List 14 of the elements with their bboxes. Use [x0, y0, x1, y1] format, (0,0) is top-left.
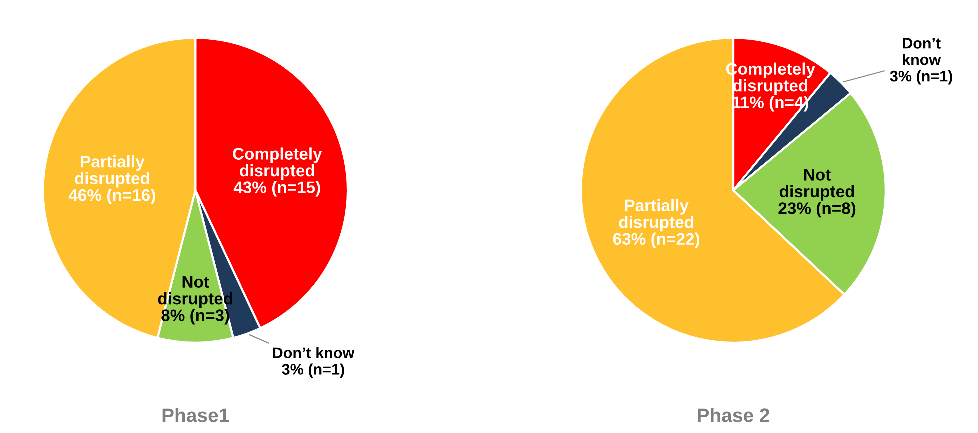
- slice-label: Partially disrupted: [75, 156, 150, 188]
- data-label: 63% (n=22): [613, 232, 700, 248]
- slice-label: Partially disrupted: [619, 199, 694, 232]
- slice-label: Don’t know: [903, 38, 942, 66]
- data-label: 46% (n=16): [68, 188, 156, 205]
- data-label: 3% (n=1): [282, 364, 344, 378]
- data-label: 23% (n=8): [778, 202, 856, 218]
- text: Phase 2: [698, 408, 770, 422]
- data-label: 3% (n=1): [890, 70, 952, 85]
- slice-label: Don’t know: [273, 347, 355, 358]
- text: Phase1: [162, 408, 230, 422]
- data-label: 43% (n=15): [234, 181, 320, 197]
- slice-label: Not disrupted: [780, 169, 854, 201]
- slice-label: Completely disrupted: [233, 148, 322, 180]
